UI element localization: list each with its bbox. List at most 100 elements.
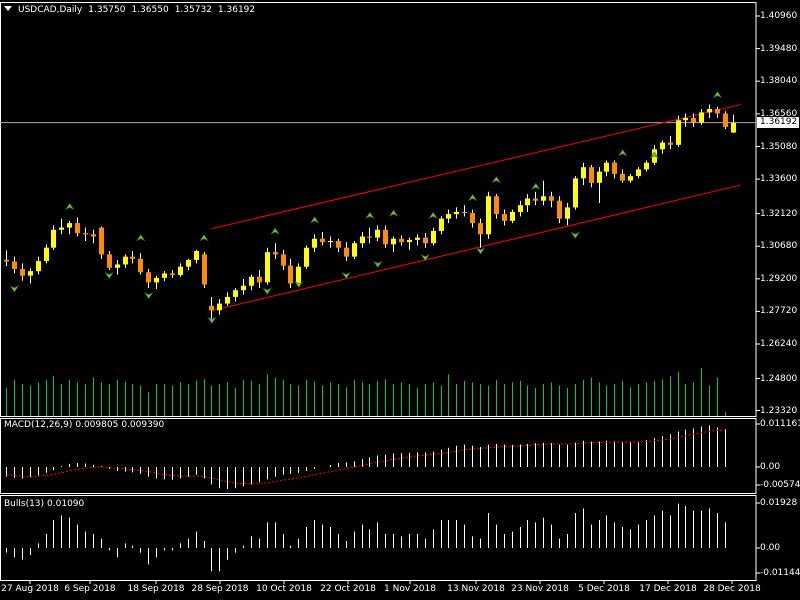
candle-body [67,223,72,228]
candle-body [162,273,167,278]
candle-body [344,247,349,257]
pane-frame [0,418,757,494]
candles [4,104,736,320]
candle-body [367,236,372,238]
price-tick-label: 1.24800 [760,373,798,384]
fractal-up-arrow [530,182,541,191]
candle-body [296,266,301,284]
candle-body [541,196,546,201]
candle-body [146,272,151,283]
candle-body [494,196,499,215]
candle-body [731,122,736,133]
triangle-down-icon[interactable] [4,6,12,11]
price-tick-label: 1.30680 [760,241,798,252]
candle-body [312,238,317,248]
price-tick-label: 1.32120 [760,208,798,219]
candle-body [399,238,404,243]
candle-body [573,178,578,208]
candle-body [320,238,325,243]
low-value: 1.35732 [174,5,212,15]
candle-body [557,200,562,219]
fractal-down-arrow [570,231,581,239]
candle-body [352,243,357,257]
pane-frame [0,2,757,417]
price-tick-label: 1.38040 [760,76,798,87]
candle-body [328,240,333,243]
candle-body [470,213,475,224]
candle-body [51,229,56,248]
macd-histogram [6,425,726,489]
fractal-up-arrow [712,91,723,99]
fractal-down-arrow [420,253,431,262]
fractal-up-arrow [388,209,399,217]
candle-body [462,211,467,214]
macd-title: MACD(12,26,9) [4,420,73,430]
candle-body [304,247,309,267]
fractal-up-arrow [135,234,146,242]
candle-body [209,305,214,311]
candle-body [99,227,104,255]
fractal-down-arrow [143,291,154,300]
price-tick-label: 1.26240 [760,339,798,349]
candle-body [375,229,380,238]
fractal-down-arrow [341,271,352,280]
candle-body [194,251,199,260]
price-tick-label: 1.40960 [760,11,798,21]
macd-value-2: 0.009390 [121,420,165,430]
candle-body [723,113,728,127]
date-tick-label: 10 Oct 2018 [256,584,312,594]
high-value: 1.36550 [131,5,169,15]
candle-body [154,277,159,283]
price-channel [211,104,741,312]
candle-body [683,117,688,121]
date-tick-label: 27 Aug 2018 [1,584,59,594]
candle-body [225,296,230,304]
fractal-up-arrow [270,227,280,235]
candle-body [273,252,278,255]
fractal-up-arrow [199,234,209,242]
price-axis[interactable]: 1.40960 1.39480 1.38040 1.36560 1.35080 … [757,0,800,418]
bulls-title: Bulls(13) [4,499,45,509]
candle-body [502,214,507,221]
candle-body [383,229,388,245]
fractal-up-arrow [491,176,502,184]
price-tick-label: 1.29200 [760,273,798,284]
fractal-down-arrow [262,287,273,295]
price-tick-label: 1.39480 [760,43,798,54]
current-price-label: 1.36192 [757,117,799,128]
candle-body [75,223,80,234]
price-tick-label: 1.33600 [760,174,798,185]
date-tick-label: 5 Dec 2018 [578,584,630,594]
volume-bars [6,368,726,416]
candle-body [233,290,238,297]
close-value: 1.36192 [217,5,256,15]
candle-body [138,258,143,273]
candle-body [510,211,515,221]
pane-frame [0,495,757,581]
date-tick-label: 6 Sep 2018 [64,584,116,594]
candle-body [265,252,270,283]
candle-body [44,247,49,262]
fractal-down-arrow [9,285,20,293]
date-tick-label: 23 Nov 2018 [511,584,569,594]
candle-body [423,237,428,244]
candle-body [360,236,365,244]
date-tick-label: 1 Nov 2018 [384,584,436,594]
candle-body [589,167,594,183]
fractal-up-arrow [428,211,438,220]
candle-body [454,211,459,215]
fractal-up-arrow [617,149,628,157]
candle-body [565,207,570,219]
candle-body [620,173,625,181]
candle-body [707,109,712,113]
candle-body [91,234,96,237]
candle-body [178,266,183,275]
candle-body [597,171,602,183]
chart-header: USDCAD,Daily 1.35750 1.36550 1.35732 1.36192 [4,5,261,15]
symbol-label: USDCAD,Daily [18,5,83,15]
candle-body [533,198,538,201]
fractal-down-arrow [104,271,115,280]
candle-body [130,256,135,259]
candle-body [628,176,633,181]
